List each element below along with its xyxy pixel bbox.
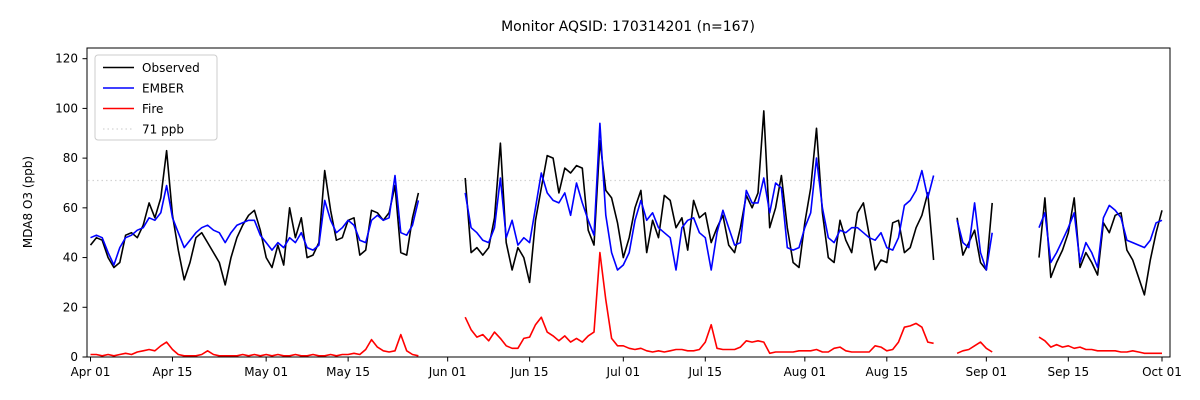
x-tick-label: Jul 01 bbox=[606, 365, 641, 379]
observed-series-line bbox=[89, 110, 1163, 296]
y-tick-label: 120 bbox=[55, 52, 78, 66]
legend-item-fire: Fire bbox=[103, 102, 163, 116]
x-tick-label: Aug 15 bbox=[866, 365, 909, 379]
x-tick-label: Jun 15 bbox=[510, 365, 549, 379]
y-tick-label: 40 bbox=[63, 251, 78, 265]
axes-frame bbox=[86, 47, 1171, 358]
legend-item-observed: Observed bbox=[103, 61, 200, 75]
x-tick-label: May 15 bbox=[326, 365, 370, 379]
legend-label-threshold: 71 ppb bbox=[142, 123, 184, 137]
fire-series-line bbox=[90, 251, 1162, 357]
legend-item-ember: EMBER bbox=[103, 82, 184, 96]
legend-item-threshold: 71 ppb bbox=[103, 123, 184, 137]
y-tick-label: 100 bbox=[55, 101, 78, 115]
x-tick-label: Jun 01 bbox=[428, 365, 467, 379]
y-axis-label: MDA8 O3 (ppb) bbox=[21, 156, 35, 248]
x-tick-label: Sep 01 bbox=[965, 365, 1007, 379]
legend-label-fire: Fire bbox=[142, 102, 163, 116]
legend-label-observed: Observed bbox=[142, 61, 200, 75]
legend-box bbox=[94, 54, 218, 141]
plot-area: Apr 01 Apr 15 May 01 May 15 Jun 01 Jun 15 Jul … bbox=[55, 52, 1182, 379]
x-tick-label: Aug 01 bbox=[784, 365, 827, 379]
x-tick-label: Jul 15 bbox=[688, 365, 723, 379]
x-tick-label: Sep 15 bbox=[1047, 365, 1089, 379]
legend-label-ember: EMBER bbox=[142, 82, 184, 96]
x-tick-label: Apr 01 bbox=[71, 365, 111, 379]
y-tick-label: 20 bbox=[63, 300, 78, 314]
legend: Observed EMBER Fire 71 ppb bbox=[94, 54, 218, 141]
y-tick-label: 0 bbox=[70, 350, 78, 364]
y-tick-label: 60 bbox=[63, 201, 78, 215]
ember-series-line bbox=[90, 122, 1163, 271]
x-tick-label: Oct 01 bbox=[1142, 365, 1182, 379]
x-tick-label: May 01 bbox=[244, 365, 288, 379]
x-tick-label: Apr 15 bbox=[153, 365, 193, 379]
y-tick-label: 80 bbox=[63, 151, 78, 165]
chart-title: Monitor AQSID: 170314201 (n=167) bbox=[501, 19, 755, 35]
